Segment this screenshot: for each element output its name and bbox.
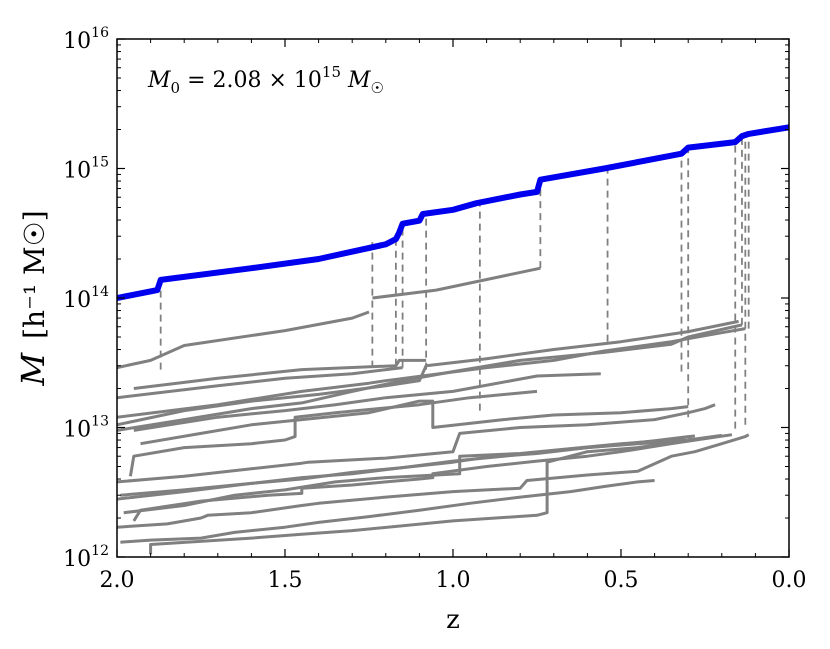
subhalo-branch-3 <box>133 358 427 390</box>
subhalo-branch-9 <box>140 399 689 446</box>
subhalo-branch-4 <box>117 366 403 400</box>
merger-lines <box>159 133 750 429</box>
x-axis-label: z <box>446 605 460 635</box>
x-tick-label: 1.5 <box>268 568 303 593</box>
annotation-suffix: M <box>341 68 371 93</box>
axis-tick-labels: 2.0 1.5 1.0 0.5 0.0 1012 1013 1014 1015 1016 <box>63 25 806 593</box>
subhalo-branch-2 <box>117 310 370 370</box>
subhalo-branch-10 <box>128 389 538 477</box>
y-tick-label: 1013 <box>63 414 109 443</box>
subhalo-branch-8 <box>133 372 601 432</box>
subhalo-branch-18 <box>149 433 723 555</box>
annotation-sun-symbol: ☉ <box>371 79 384 97</box>
y-tick-label: 1016 <box>63 25 109 54</box>
svg-text:M[h⁻¹ M☉]: M [h⁻¹ M☉] <box>14 210 52 386</box>
x-tick-label: 2.0 <box>100 568 135 593</box>
subhalo-branch-15 <box>132 433 733 522</box>
y-tick-label: 1014 <box>63 284 109 313</box>
annotation-body: = 2.08 × 10 <box>180 68 322 93</box>
subhalo-branch-17 <box>120 479 655 544</box>
y-axis-label-m: M <box>14 352 52 387</box>
annotation-subscript: 0 <box>171 79 181 97</box>
y-tick-label: 1015 <box>63 155 109 184</box>
y-axis-label: M [h⁻¹ M☉] <box>14 210 52 386</box>
y-tick-label: 1012 <box>63 543 109 572</box>
subhalo-branch-11 <box>117 403 716 484</box>
axis-ticks <box>116 38 790 558</box>
x-tick-label: 1.0 <box>436 568 471 593</box>
subhalo-branch-6 <box>117 319 739 427</box>
main-branch-line <box>117 124 789 301</box>
main-branch-layer <box>117 124 789 301</box>
subhalo-branch-16 <box>117 433 750 529</box>
subhalo-branch-14 <box>123 436 686 515</box>
x-tick-label: 0.0 <box>772 568 807 593</box>
annotation: M0 = 2.08 × 1015 M☉ <box>147 63 384 97</box>
annotation-exponent: 15 <box>322 63 341 81</box>
annotation-m: M <box>147 68 171 93</box>
x-tick-label: 0.5 <box>604 568 639 593</box>
subhalo-branch-1 <box>372 266 541 300</box>
subhalo-branches <box>117 266 750 555</box>
y-axis-label-units: [h⁻¹ M☉] <box>18 210 51 339</box>
